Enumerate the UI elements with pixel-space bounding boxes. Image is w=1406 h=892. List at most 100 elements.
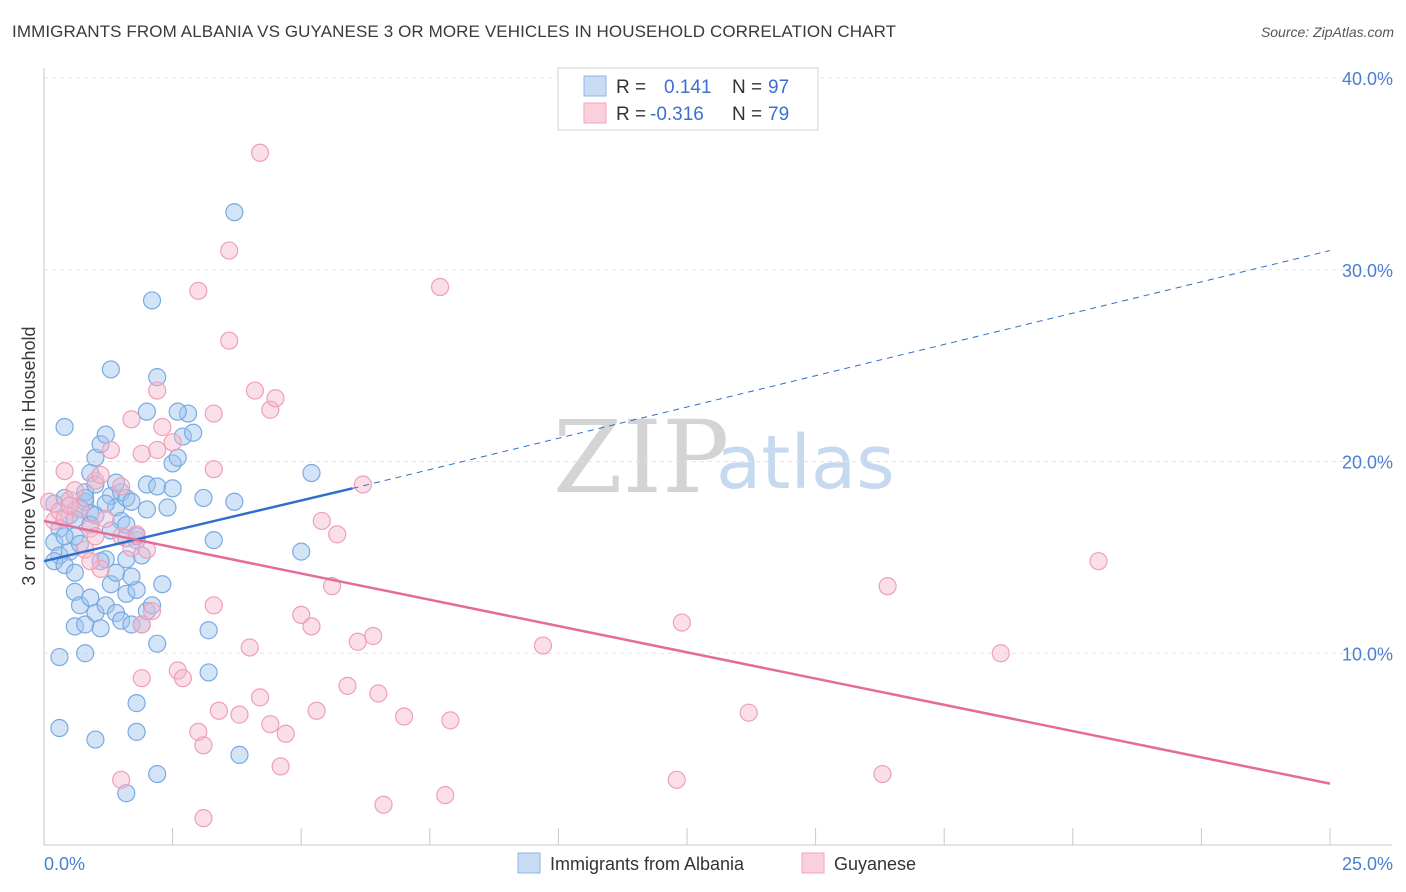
point-guyanese: [70, 500, 90, 519]
bottom-legend-label-guyanese: Guyanese: [834, 854, 916, 874]
legend-n-value-guyanese: 79: [768, 104, 789, 125]
point-albania: [199, 621, 218, 640]
point-albania: [70, 596, 90, 615]
point-guyanese: [209, 701, 228, 720]
point-guyanese: [65, 481, 84, 500]
legend-r-value-guyanese: -0.316: [650, 104, 704, 125]
y-axis-label: 3 or more Vehicles in Household: [19, 326, 39, 585]
data-points: [40, 143, 1108, 828]
trend-line-guyanese: [43, 519, 1331, 785]
point-guyanese: [338, 676, 357, 695]
point-guyanese: [261, 400, 280, 419]
point-guyanese: [240, 638, 259, 657]
point-guyanese: [204, 404, 223, 423]
y-tick-labels: 10.0% 20.0% 30.0% 40.0%: [1342, 69, 1393, 664]
point-albania: [225, 492, 244, 511]
point-albania: [65, 563, 84, 582]
point-albania: [302, 463, 321, 483]
point-albania: [142, 596, 162, 615]
point-albania: [55, 527, 74, 546]
watermark-atlas: atlas: [716, 420, 895, 506]
point-guyanese: [436, 786, 455, 805]
point-albania: [45, 532, 64, 552]
y-tick-label: 30.0%: [1342, 261, 1393, 281]
point-guyanese: [96, 509, 115, 529]
point-albania: [158, 498, 177, 517]
point-guyanese: [148, 440, 167, 460]
bottom-legend-swatch-guyanese: [801, 852, 825, 874]
stats-legend: R = 0.141 N = 97 R = -0.316 N = 79: [557, 67, 819, 131]
point-guyanese: [91, 559, 110, 578]
point-albania: [91, 619, 110, 638]
trend-line-albania: [43, 487, 353, 563]
legend-n-label-guyanese: N =: [732, 104, 762, 125]
trend-line-albania-extension: [352, 250, 1331, 489]
point-guyanese: [230, 705, 249, 724]
point-albania: [168, 402, 187, 421]
point-albania: [117, 550, 136, 569]
legend-swatch-guyanese: [583, 102, 607, 124]
point-albania: [173, 427, 192, 446]
point-guyanese: [112, 770, 131, 789]
point-albania: [86, 448, 105, 467]
bottom-legend-label-albania: Immigrants from Albania: [550, 854, 745, 874]
point-guyanese: [250, 688, 270, 707]
bottom-legend-swatch-albania: [517, 852, 541, 874]
point-albania: [122, 492, 141, 511]
point-guyanese: [261, 715, 280, 734]
point-guyanese: [266, 389, 285, 408]
point-guyanese: [667, 770, 686, 789]
point-guyanese: [878, 577, 897, 596]
legend-r-value-albania: 0.141: [664, 77, 712, 98]
point-albania: [127, 580, 146, 600]
legend-swatch-albania: [583, 75, 607, 97]
point-guyanese: [81, 552, 100, 571]
point-guyanese: [533, 636, 553, 655]
legend-r-label-guyanese: R =: [616, 104, 646, 125]
point-albania: [225, 203, 244, 222]
point-albania: [199, 663, 218, 682]
point-albania: [86, 475, 105, 494]
point-albania: [153, 575, 172, 594]
point-guyanese: [276, 724, 295, 743]
point-guyanese: [739, 703, 758, 722]
point-albania: [137, 601, 156, 621]
watermark-zip: ZIP: [553, 399, 729, 516]
point-guyanese: [364, 626, 383, 646]
point-guyanese: [122, 410, 141, 429]
point-albania: [127, 694, 146, 713]
point-guyanese: [348, 632, 367, 651]
point-guyanese: [991, 644, 1010, 663]
point-guyanese: [302, 617, 321, 636]
point-albania: [76, 488, 95, 508]
point-albania: [163, 454, 182, 473]
point-guyanese: [204, 460, 223, 479]
point-guyanese: [163, 433, 182, 452]
point-guyanese: [132, 669, 151, 688]
point-guyanese: [353, 475, 373, 494]
point-albania: [117, 784, 136, 803]
point-guyanese: [220, 331, 239, 350]
point-guyanese: [204, 596, 223, 615]
point-guyanese: [55, 461, 74, 481]
point-albania: [127, 722, 146, 741]
point-albania: [50, 647, 69, 667]
point-guyanese: [430, 277, 450, 297]
point-albania: [96, 596, 115, 615]
point-guyanese: [672, 613, 691, 632]
point-guyanese: [91, 465, 110, 485]
point-guyanese: [189, 281, 208, 300]
point-albania: [101, 360, 120, 379]
point-guyanese: [153, 417, 172, 437]
point-guyanese: [101, 440, 120, 460]
point-albania: [137, 500, 156, 519]
point-albania: [148, 477, 167, 496]
point-guyanese: [220, 241, 239, 260]
x-tick-label-min: 0.0%: [44, 854, 85, 874]
point-guyanese: [271, 757, 290, 776]
trend-lines: [43, 250, 1331, 785]
point-guyanese: [1089, 552, 1108, 571]
legend-n-label-albania: N =: [732, 77, 762, 98]
point-albania: [112, 611, 131, 630]
